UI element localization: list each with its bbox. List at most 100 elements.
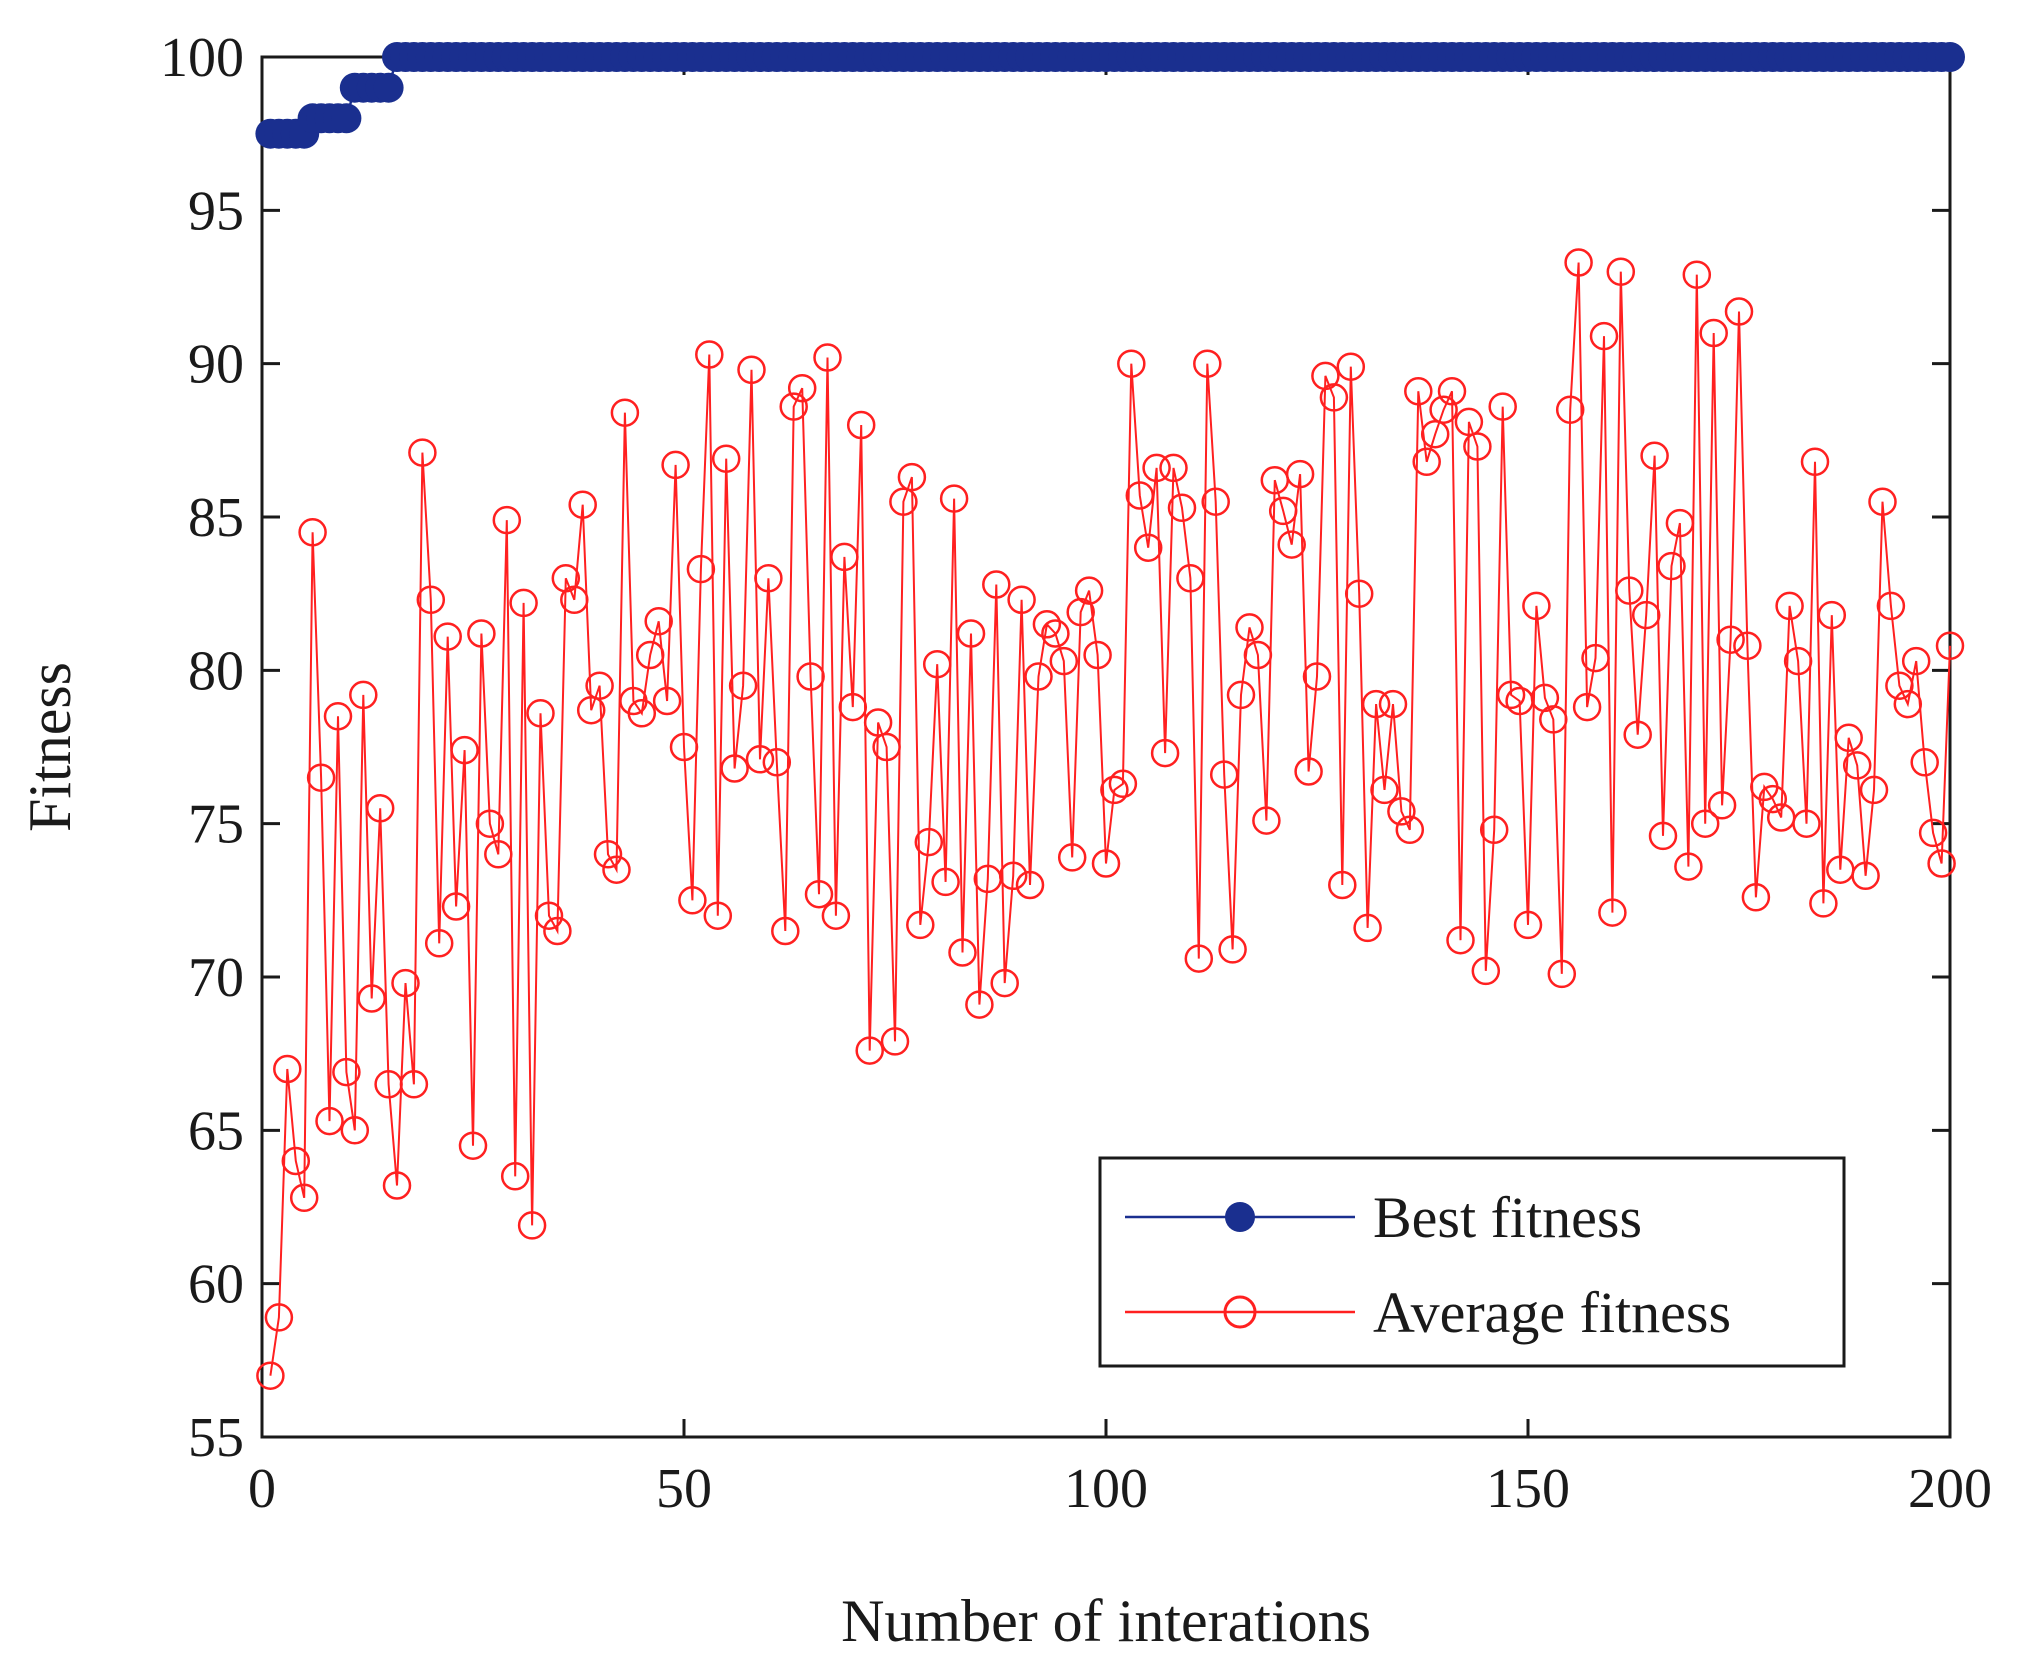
y-axis-title: Fitness — [17, 662, 83, 832]
average-fitness-point — [560, 585, 589, 615]
average-fitness-point — [1868, 487, 1897, 516]
average-fitness-point — [1243, 640, 1273, 670]
average-fitness-point — [1657, 551, 1686, 581]
average-fitness-point — [1294, 757, 1323, 786]
average-fitness-point — [1446, 925, 1475, 955]
average-fitness-point — [1783, 646, 1813, 676]
average-fitness-point — [500, 1162, 530, 1191]
average-fitness-point — [416, 585, 446, 615]
average-fitness-point — [1918, 818, 1948, 848]
average-fitness-point — [1724, 297, 1754, 326]
average-fitness-point — [1091, 849, 1121, 878]
average-fitness-point — [956, 619, 986, 648]
average-fitness-point — [1859, 775, 1889, 805]
average-fitness-point — [1285, 459, 1315, 489]
average-fitness-point — [340, 1116, 370, 1145]
average-fitness-point — [771, 916, 800, 946]
average-fitness-point — [1083, 640, 1112, 670]
average-fitness-point — [1336, 352, 1366, 381]
average-fitness-point — [1572, 692, 1602, 722]
average-fitness-point — [281, 1146, 311, 1176]
average-fitness-point — [1193, 349, 1222, 378]
average-fitness-point — [914, 827, 944, 857]
average-fitness-point — [846, 410, 876, 440]
average-fitness-point — [256, 1361, 285, 1390]
average-fitness-point — [1007, 585, 1036, 615]
legend-average-marker — [1223, 1295, 1257, 1329]
average-fitness-point — [1581, 643, 1610, 673]
average-fitness-point — [897, 462, 927, 492]
average-fitness-point — [315, 1106, 344, 1136]
average-fitness-point — [1049, 646, 1079, 676]
average-fitness-point — [1800, 447, 1830, 477]
average-fitness-point — [467, 619, 496, 648]
average-fitness-point — [1935, 631, 1965, 661]
average-fitness-point — [273, 1054, 302, 1084]
average-fitness-point — [1615, 576, 1644, 605]
average-fitness-point — [1547, 959, 1577, 989]
average-fitness-point — [1302, 662, 1332, 691]
average-fitness-point — [610, 398, 640, 427]
x-tick-label: 150 — [1486, 1458, 1570, 1520]
y-tick-label: 85 — [188, 487, 244, 549]
average-fitness-point — [1842, 751, 1872, 780]
average-fitness-point — [1513, 910, 1543, 940]
average-fitness-point — [391, 968, 420, 998]
average-fitness-point — [711, 444, 741, 473]
average-fitness-point — [399, 1070, 429, 1099]
legend-box — [1098, 1156, 1846, 1368]
average-fitness-point — [509, 588, 538, 618]
average-fitness-point — [433, 622, 462, 651]
average-fitness-point — [720, 754, 749, 783]
average-fitness-point — [1404, 377, 1433, 406]
average-fitness-point — [1665, 508, 1695, 538]
average-fitness-point — [1792, 809, 1821, 838]
average-fitness-point — [1176, 564, 1205, 593]
average-fitness-point — [1370, 775, 1399, 805]
average-fitness-point — [1716, 625, 1745, 654]
average-fitness-point — [1598, 898, 1627, 927]
average-fitness-point — [1834, 723, 1863, 753]
average-fitness-point — [1606, 257, 1636, 286]
average-fitness-point — [1125, 481, 1155, 510]
average-fitness-point — [1775, 591, 1804, 621]
average-fitness-point — [1690, 809, 1720, 838]
average-fitness-point — [1344, 579, 1374, 608]
y-tick-label: 55 — [188, 1407, 244, 1469]
average-fitness-point — [1252, 806, 1281, 835]
average-fitness-point — [1328, 870, 1357, 900]
average-fitness-point — [1226, 680, 1256, 710]
average-fitness-point — [1387, 797, 1416, 826]
average-fitness-point — [1699, 318, 1728, 348]
best-fitness-point — [373, 72, 404, 103]
average-fitness-point — [948, 938, 977, 967]
average-fitness-point — [661, 450, 690, 480]
average-fitness-point — [424, 929, 454, 958]
x-tick-label: 50 — [656, 1458, 712, 1520]
average-fitness-point — [568, 490, 597, 519]
average-fitness-point — [1378, 689, 1408, 719]
average-fitness-point — [264, 1303, 294, 1332]
average-fitness-point — [1901, 646, 1931, 676]
legend: Best fitness Average fitness — [1098, 1156, 1846, 1368]
y-tick-label: 100 — [160, 27, 244, 89]
average-fitness-point — [1674, 852, 1703, 881]
average-fitness-point — [475, 809, 505, 838]
y-tick-label: 80 — [188, 640, 244, 702]
y-tick-label: 95 — [188, 180, 244, 242]
average-fitness-point — [1100, 775, 1129, 805]
average-fitness-point — [1707, 791, 1737, 820]
average-fitness-point — [1268, 496, 1298, 526]
average-fitness-point — [484, 840, 513, 869]
average-fitness-point — [728, 671, 758, 700]
average-fitness-point — [543, 916, 572, 946]
series-layer — [255, 42, 1965, 1390]
average-fitness-point — [1041, 619, 1070, 648]
legend-best-marker — [1225, 1202, 1255, 1232]
average-fitness-point — [332, 1057, 361, 1087]
average-fitness-point — [1589, 321, 1619, 351]
y-tick-label: 90 — [188, 334, 244, 396]
average-fitness-point — [1809, 889, 1838, 918]
average-fitness-point — [365, 794, 395, 823]
